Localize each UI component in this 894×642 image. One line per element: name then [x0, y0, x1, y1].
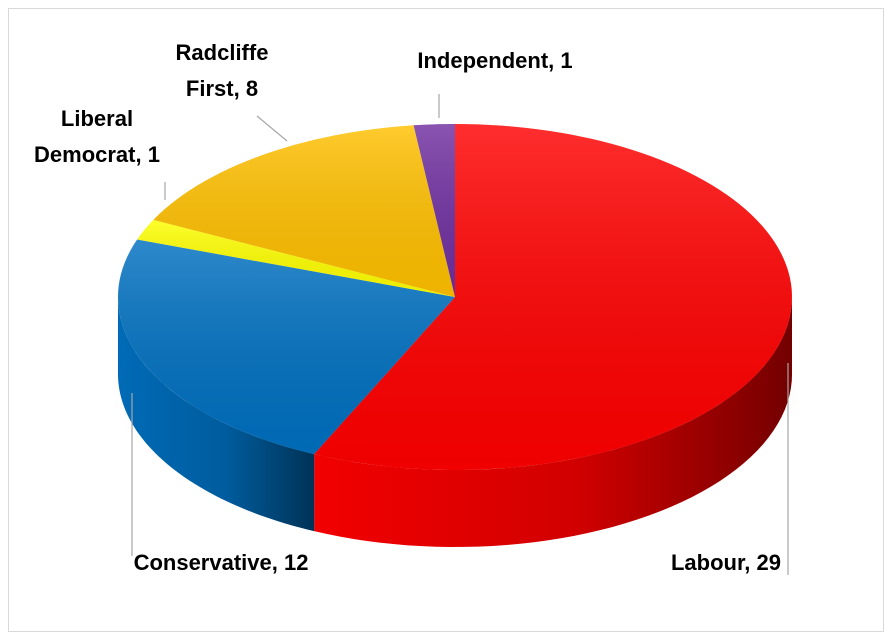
- pie-sides: [118, 297, 792, 547]
- pie-top-faces: [118, 124, 792, 470]
- leader-line-radcliffe-first: [256, 115, 288, 142]
- pie-slice-shine-conservative: [118, 239, 455, 455]
- pie-side-shade-conservative: [118, 297, 315, 532]
- data-label-independent: Independent, 1: [417, 48, 572, 73]
- pie-slice-shine-independent: [413, 124, 455, 297]
- pie-slice-shine-radcliffe-first: [153, 125, 455, 297]
- data-label-radcliffe-first-line-1: Radcliffe: [176, 40, 269, 65]
- pie-side-shade-labour: [314, 297, 792, 547]
- leader-lines: [131, 94, 789, 575]
- data-label-liberal-democrat-line-1: Liberal: [61, 106, 133, 131]
- pie-slice-shine-labour: [314, 124, 792, 470]
- data-labels: Labour, 29 Conservative, 12 Liberal Democra…: [34, 40, 781, 575]
- data-label-labour: Labour, 29: [671, 550, 781, 575]
- data-label-liberal-democrat-line-2: Democrat, 1: [34, 142, 160, 167]
- data-label-conservative: Conservative, 12: [134, 550, 309, 575]
- pie-slice-shine-liberal-democrat: [137, 219, 455, 297]
- data-label-radcliffe-first-line-2: First, 8: [186, 76, 258, 101]
